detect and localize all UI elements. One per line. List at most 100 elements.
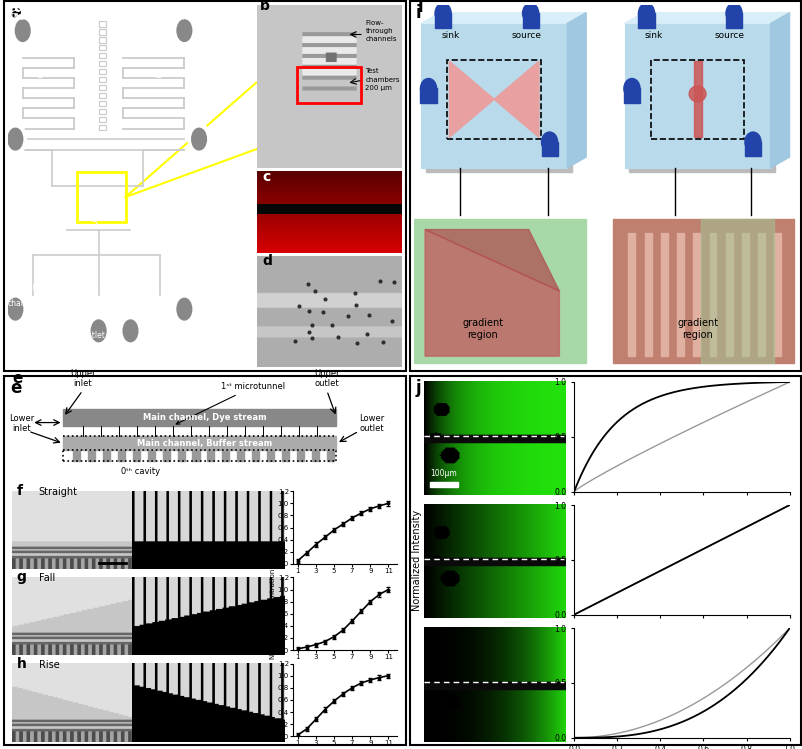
Polygon shape [424,229,559,291]
Text: 100μm: 100μm [430,469,456,478]
Polygon shape [770,13,788,168]
Point [306,333,318,345]
Circle shape [4,293,26,325]
Text: gradient
region: gradient region [461,318,503,340]
Circle shape [173,14,195,47]
Bar [701,219,773,363]
Bar [628,233,634,357]
Bar [757,233,764,357]
Bar [725,233,731,357]
Bar [63,409,336,425]
Ellipse shape [541,132,557,152]
Bar [99,124,106,130]
Bar [63,437,336,450]
Bar [148,452,155,461]
Circle shape [4,123,26,155]
Bar [447,59,541,139]
Text: source: source [714,31,743,40]
Bar [638,13,654,28]
Text: f: f [17,485,22,498]
Point [306,318,318,330]
Bar [741,233,748,357]
Circle shape [688,86,705,102]
Circle shape [12,14,34,47]
Ellipse shape [638,3,654,23]
Text: Normalized Position: Normalized Position [635,731,731,742]
Text: 4: 4 [136,171,141,181]
Point [385,315,398,327]
Bar [425,28,571,172]
Circle shape [8,298,22,320]
Point [360,327,373,339]
Text: sink: sink [644,31,662,40]
Bar [282,452,289,461]
Point [376,336,389,348]
Polygon shape [449,61,493,137]
Polygon shape [566,13,585,168]
Bar [624,23,770,168]
Point [318,294,330,306]
Bar [650,59,743,139]
Bar [99,101,106,106]
Bar [623,88,639,103]
Text: j: j [415,379,421,397]
Point [326,320,338,332]
Text: e: e [10,379,22,397]
Text: chambers: chambers [365,76,399,82]
Bar [177,452,184,461]
Circle shape [176,298,192,320]
Ellipse shape [522,3,538,23]
Bar [744,142,760,157]
Text: Straight: Straight [38,488,78,497]
Text: 5: 5 [91,218,97,228]
Bar [429,482,457,488]
Text: through: through [8,284,38,293]
Text: Main channel, Buffer stream: Main channel, Buffer stream [137,439,272,448]
Point [363,309,375,321]
Bar [420,88,436,103]
Bar [435,13,451,28]
Text: Upper
outlet: Upper outlet [314,369,339,388]
Bar [297,452,304,461]
Text: Main channel, Dye stream: Main channel, Dye stream [143,413,266,422]
Polygon shape [424,229,559,357]
Ellipse shape [435,3,451,23]
Bar [99,37,106,43]
Text: channels: channels [8,299,43,308]
Bar [773,233,780,357]
Circle shape [173,293,195,325]
Circle shape [91,320,106,342]
Bar [676,233,683,357]
Text: chambers: chambers [63,13,100,22]
Bar [99,117,106,122]
Point [349,299,362,311]
Text: Flow-: Flow- [365,19,383,25]
Circle shape [119,315,141,347]
Circle shape [192,128,206,150]
Bar [297,67,361,103]
Ellipse shape [420,79,436,98]
Bar [118,452,125,461]
Point [301,279,314,291]
Point [387,276,400,288]
Text: 1: 1 [38,70,43,79]
Text: Rise: Rise [38,660,59,670]
Text: Flow-: Flow- [8,270,28,279]
Text: 2: 2 [155,70,161,79]
Bar [207,452,214,461]
Polygon shape [624,13,788,23]
Bar [413,219,585,363]
Text: Outlet: Outlet [82,331,105,340]
Text: Pheromone: Pheromone [10,13,54,22]
Bar [76,172,125,222]
Bar [99,61,106,67]
Bar [326,452,334,461]
Bar [99,45,106,50]
Bar [409,376,800,745]
Bar [629,28,774,172]
Ellipse shape [725,3,741,23]
Circle shape [8,128,22,150]
Text: Test: Test [365,68,379,74]
Text: i: i [417,0,423,16]
Bar [644,233,650,357]
